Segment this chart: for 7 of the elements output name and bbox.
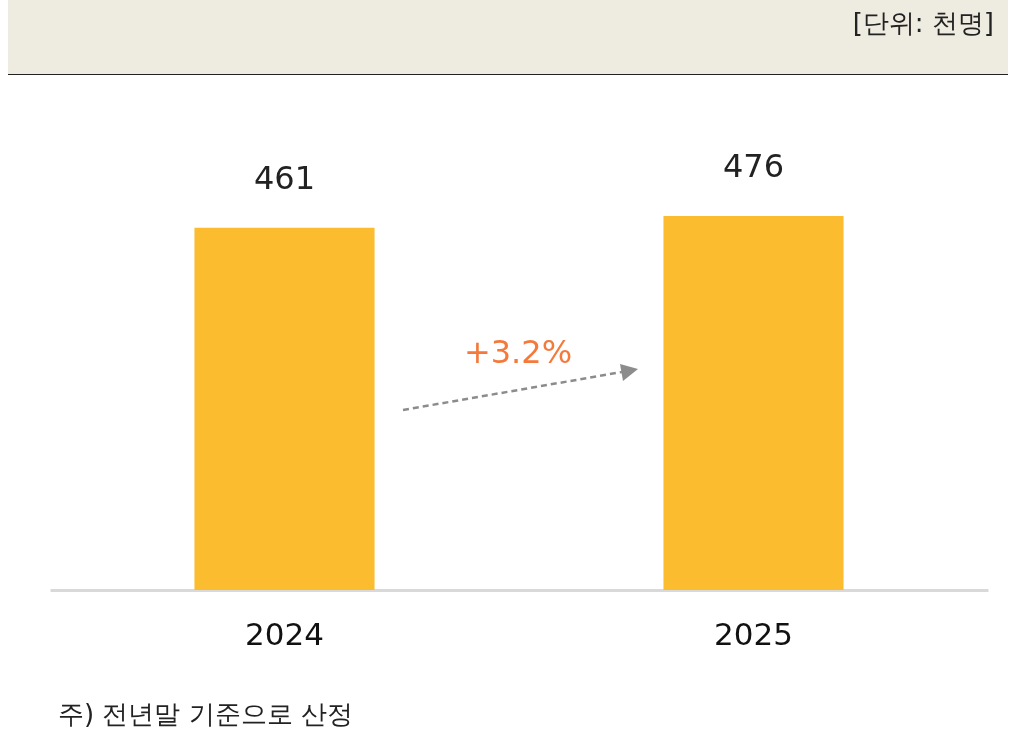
annotation: +3.2%	[463, 333, 573, 371]
data-label: 476	[722, 146, 785, 185]
x-tick-label: 2024	[245, 615, 324, 652]
x-tick-label: 2025	[714, 615, 793, 652]
text: 주) 전년말 기준으로 산정	[58, 698, 353, 731]
data-label: 461	[253, 158, 316, 197]
text: [단위: 천명]	[852, 7, 994, 40]
